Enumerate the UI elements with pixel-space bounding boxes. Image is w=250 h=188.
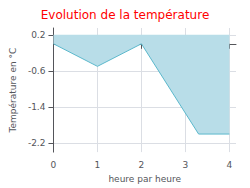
svg-text:3: 3: [183, 160, 189, 170]
svg-text:0.2: 0.2: [31, 30, 45, 40]
svg-text:-0.6: -0.6: [28, 66, 46, 76]
svg-text:heure par heure: heure par heure: [108, 174, 181, 184]
svg-text:4: 4: [227, 160, 233, 170]
svg-text:Température en °C: Température en °C: [8, 48, 18, 134]
svg-text:2: 2: [139, 160, 145, 170]
svg-text:0: 0: [51, 160, 57, 170]
svg-text:-1.4: -1.4: [28, 102, 46, 112]
svg-text:1: 1: [95, 160, 101, 170]
svg-text:-2.2: -2.2: [28, 138, 46, 148]
svg-text:Evolution de la température: Evolution de la température: [41, 8, 210, 22]
